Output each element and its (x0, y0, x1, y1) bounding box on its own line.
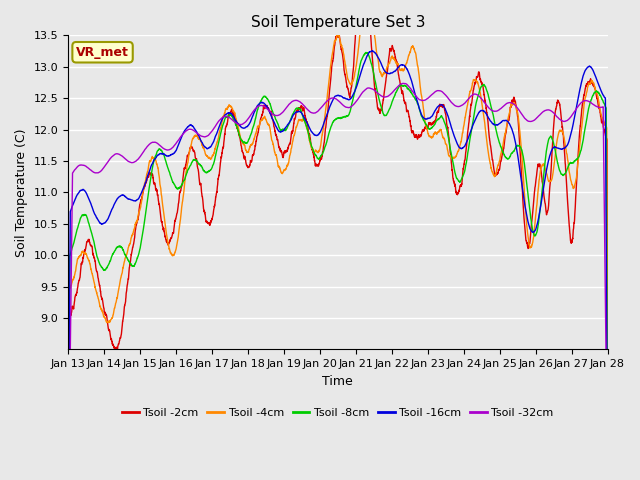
Line: Tsoil -2cm: Tsoil -2cm (68, 0, 607, 480)
Tsoil -4cm (604, 315, 611, 321)
Line: Tsoil -16cm: Tsoil -16cm (68, 51, 607, 480)
Tsoil -8cm (604, 455, 611, 461)
Tsoil -32cm (180, 131, 188, 136)
Tsoil -16cm (552, 144, 560, 150)
Tsoil -2cm (390, 50, 398, 56)
Tsoil -16cm (215, 125, 223, 131)
Tsoil -16cm (604, 462, 611, 468)
Y-axis label: Soil Temperature (C): Soil Temperature (C) (15, 128, 28, 257)
Title: Soil Temperature Set 3: Soil Temperature Set 3 (250, 15, 425, 30)
Tsoil -32cm (552, 113, 560, 119)
Line: Tsoil -8cm: Tsoil -8cm (68, 52, 607, 480)
Tsoil -2cm (215, 173, 223, 179)
Tsoil -4cm (552, 143, 560, 148)
Tsoil -8cm (552, 154, 560, 160)
Tsoil -2cm (400, 96, 408, 102)
Tsoil -4cm (215, 134, 223, 140)
Legend: Tsoil -2cm, Tsoil -4cm, Tsoil -8cm, Tsoil -16cm, Tsoil -32cm: Tsoil -2cm, Tsoil -4cm, Tsoil -8cm, Tsoi… (118, 403, 558, 422)
Tsoil -32cm (604, 479, 611, 480)
Text: VR_met: VR_met (76, 46, 129, 59)
Tsoil -32cm (604, 453, 611, 458)
Tsoil -2cm (604, 230, 611, 236)
Tsoil -4cm (180, 192, 188, 198)
Tsoil -8cm (604, 378, 611, 384)
X-axis label: Time: Time (323, 374, 353, 388)
Tsoil -16cm (390, 69, 398, 74)
Tsoil -16cm (400, 62, 408, 68)
Line: Tsoil -32cm: Tsoil -32cm (68, 84, 607, 480)
Tsoil -8cm (362, 49, 370, 55)
Tsoil -8cm (400, 83, 408, 89)
Tsoil -32cm (215, 118, 223, 124)
Tsoil -16cm (604, 409, 611, 415)
Tsoil -32cm (399, 81, 407, 86)
Tsoil -16cm (369, 48, 376, 54)
Tsoil -2cm (552, 104, 560, 109)
Tsoil -32cm (400, 81, 408, 86)
Line: Tsoil -4cm: Tsoil -4cm (68, 0, 607, 480)
Tsoil -8cm (180, 178, 188, 184)
Tsoil -4cm (400, 67, 408, 73)
Tsoil -8cm (215, 140, 223, 145)
Tsoil -2cm (180, 170, 188, 176)
Tsoil -8cm (390, 94, 398, 99)
Tsoil -32cm (390, 87, 398, 93)
Tsoil -4cm (604, 441, 611, 446)
Tsoil -16cm (180, 130, 188, 135)
Tsoil -2cm (604, 415, 611, 421)
Tsoil -4cm (390, 56, 398, 62)
